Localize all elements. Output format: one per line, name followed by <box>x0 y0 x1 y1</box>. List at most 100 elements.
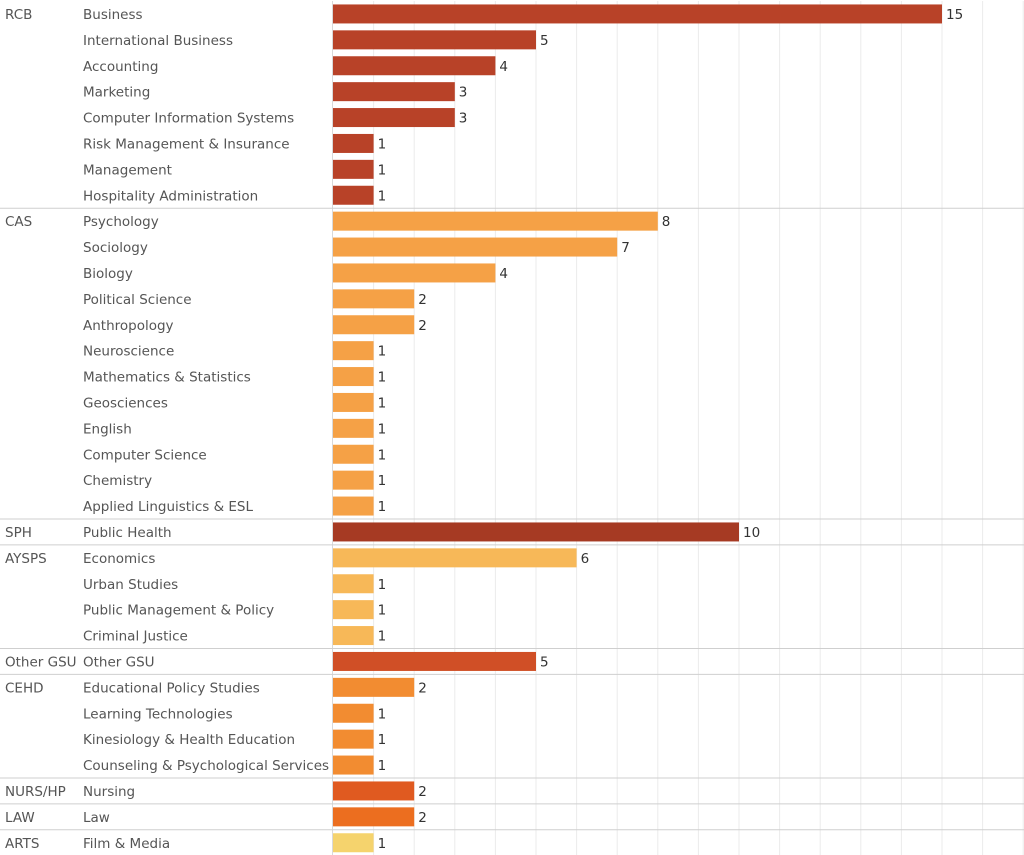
major-label: International Business <box>83 33 233 49</box>
value-label: 2 <box>418 784 427 800</box>
bar <box>333 781 415 801</box>
bar <box>333 392 374 412</box>
college-label: RCB <box>5 7 32 23</box>
bar <box>333 496 374 516</box>
bar <box>333 729 374 749</box>
value-label: 8 <box>662 214 671 230</box>
value-label: 1 <box>378 629 387 645</box>
bar <box>333 833 374 853</box>
major-label: Accounting <box>83 59 158 75</box>
gridlines <box>373 1 1024 855</box>
major-label: Risk Management & Insurance <box>83 136 290 152</box>
value-label: 2 <box>418 292 427 308</box>
bar <box>333 522 739 542</box>
bar <box>333 237 618 257</box>
value-label: 1 <box>378 188 387 204</box>
bar <box>333 341 374 361</box>
college-label: CAS <box>5 214 32 230</box>
major-label: Computer Science <box>83 447 207 463</box>
value-label: 3 <box>459 85 468 101</box>
major-label: Business <box>83 7 143 23</box>
bar <box>333 418 374 438</box>
value-label: 15 <box>946 7 963 23</box>
major-label: Applied Linguistics & ESL <box>83 499 253 515</box>
value-label: 1 <box>378 162 387 178</box>
major-label: Educational Policy Studies <box>83 680 260 696</box>
major-label: Kinesiology & Health Education <box>83 732 295 748</box>
major-label: Biology <box>83 266 133 282</box>
value-label: 2 <box>418 318 427 334</box>
college-label: ARTS <box>5 836 39 852</box>
college-label: Other GSU <box>5 654 77 670</box>
value-label: 1 <box>378 473 387 489</box>
college-label: LAW <box>5 810 35 826</box>
major-label: Counseling & Psychological Services <box>83 758 329 774</box>
value-label: 1 <box>378 577 387 593</box>
value-label: 1 <box>378 732 387 748</box>
bar <box>333 548 577 568</box>
college-label: AYSPS <box>5 551 47 567</box>
value-label: 1 <box>378 447 387 463</box>
value-label: 1 <box>378 136 387 152</box>
major-label: Geosciences <box>83 395 168 411</box>
major-label: Sociology <box>83 240 148 256</box>
major-label: Public Health <box>83 525 172 541</box>
value-label: 1 <box>378 836 387 852</box>
major-label: Chemistry <box>83 473 152 489</box>
major-label: Other GSU <box>83 654 155 670</box>
value-label: 7 <box>621 240 630 256</box>
bar <box>333 807 415 827</box>
major-label: Anthropology <box>83 318 174 334</box>
value-label: 1 <box>378 706 387 722</box>
value-label: 1 <box>378 758 387 774</box>
bar <box>333 108 455 128</box>
major-label: Political Science <box>83 292 192 308</box>
bar <box>333 651 536 671</box>
bar <box>333 289 415 309</box>
bar <box>333 4 942 24</box>
value-label: 10 <box>743 525 760 541</box>
bar <box>333 211 658 231</box>
value-label: 1 <box>378 395 387 411</box>
value-label: 5 <box>540 33 549 49</box>
major-label: Law <box>83 810 110 826</box>
value-label: 4 <box>499 59 508 75</box>
bar <box>333 677 415 697</box>
value-label: 1 <box>378 370 387 386</box>
major-label: Mathematics & Statistics <box>83 370 251 386</box>
major-label: Psychology <box>83 214 159 230</box>
value-label: 1 <box>378 603 387 619</box>
major-label: Computer Information Systems <box>83 111 294 127</box>
value-label: 1 <box>378 344 387 360</box>
bar <box>333 263 496 283</box>
college-label: SPH <box>5 525 32 541</box>
bar <box>333 159 374 179</box>
college-label: NURS/HP <box>5 784 66 800</box>
bar <box>333 56 496 76</box>
major-label: Neuroscience <box>83 344 174 360</box>
value-label: 1 <box>378 499 387 515</box>
bar <box>333 703 374 723</box>
value-label: 2 <box>418 810 427 826</box>
major-label: Management <box>83 162 172 178</box>
college-label: CEHD <box>5 680 44 696</box>
value-label: 5 <box>540 654 549 670</box>
bar <box>333 574 374 594</box>
bar <box>333 367 374 387</box>
bar <box>333 185 374 205</box>
value-label: 2 <box>418 680 427 696</box>
major-label: Film & Media <box>83 836 170 852</box>
bar <box>333 470 374 490</box>
major-label: Criminal Justice <box>83 629 188 645</box>
bar <box>333 444 374 464</box>
value-label: 3 <box>459 111 468 127</box>
bar <box>333 600 374 620</box>
major-label: Urban Studies <box>83 577 178 593</box>
bar <box>333 315 415 335</box>
major-label: Economics <box>83 551 155 567</box>
bar <box>333 82 455 102</box>
value-label: 6 <box>581 551 590 567</box>
value-label: 1 <box>378 421 387 437</box>
bar <box>333 626 374 646</box>
